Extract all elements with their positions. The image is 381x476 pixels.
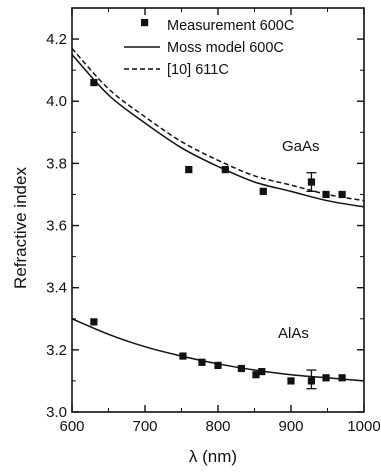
measurement-point-alas [258,368,266,376]
moss-model-curve-gaas [71,54,365,208]
measurement-point-alas [338,374,346,382]
y-tick-label: 3.6 [46,218,67,235]
measurement-point-alas [214,361,222,369]
y-tick-label: 3.4 [46,280,67,297]
axis-labels: λ (nm) Refractive index [11,167,237,466]
x-tick-label: 600 [59,418,84,435]
x-axis-title: λ (nm) [189,447,237,466]
measurement-point-gaas [322,190,330,199]
legend-entry-label: [10] 611C [167,62,229,78]
axis-ticks: 600 700 800 900 1000 3.0 3.2 3.4 3.6 3.8 4.0 4.2 [46,8,381,435]
y-axis-title: Refractive index [11,167,30,289]
legend: Measurement 600C Moss model 600C [10] 611C [124,18,294,78]
y-tick-label: 4.0 [46,93,67,110]
x-tick-label: 800 [205,418,230,435]
model-curves [71,47,365,382]
measurement-point-alas [287,377,295,385]
measurement-points [90,78,346,390]
y-tick-label: 3.8 [46,155,67,172]
material-annotations: GaAs AlAs [278,138,320,342]
legend-entry-label: Moss model 600C [167,40,284,56]
ref10-curve-gaas [71,47,365,202]
measurement-point-gaas [259,187,267,195]
measurement-point-gaas [90,78,98,87]
measurement-point-gaas [185,166,193,174]
legend-entry-label: Measurement 600C [167,18,294,34]
gaas-label: GaAs [282,138,320,155]
moss-model-curve-alas [71,318,365,382]
alas-label: AlAs [278,325,309,342]
y-tick-label: 3.0 [46,404,67,421]
measurement-point-gaas [221,166,229,174]
measurement-point-alas [322,374,330,382]
measurement-point-alas [237,364,245,373]
x-tick-label: 1000 [347,418,380,435]
measurement-point-alas [179,352,187,360]
x-tick-label: 700 [132,418,157,435]
measurement-point-alas [90,318,98,326]
measurement-point-gaas [338,190,346,199]
y-tick-label: 4.2 [46,31,67,48]
x-tick-label: 900 [278,418,303,435]
measurement-point-alas [198,358,206,366]
y-tick-label: 3.2 [46,342,67,359]
measurement-point-alas [252,371,260,379]
legend-marker-measurement [141,19,149,27]
